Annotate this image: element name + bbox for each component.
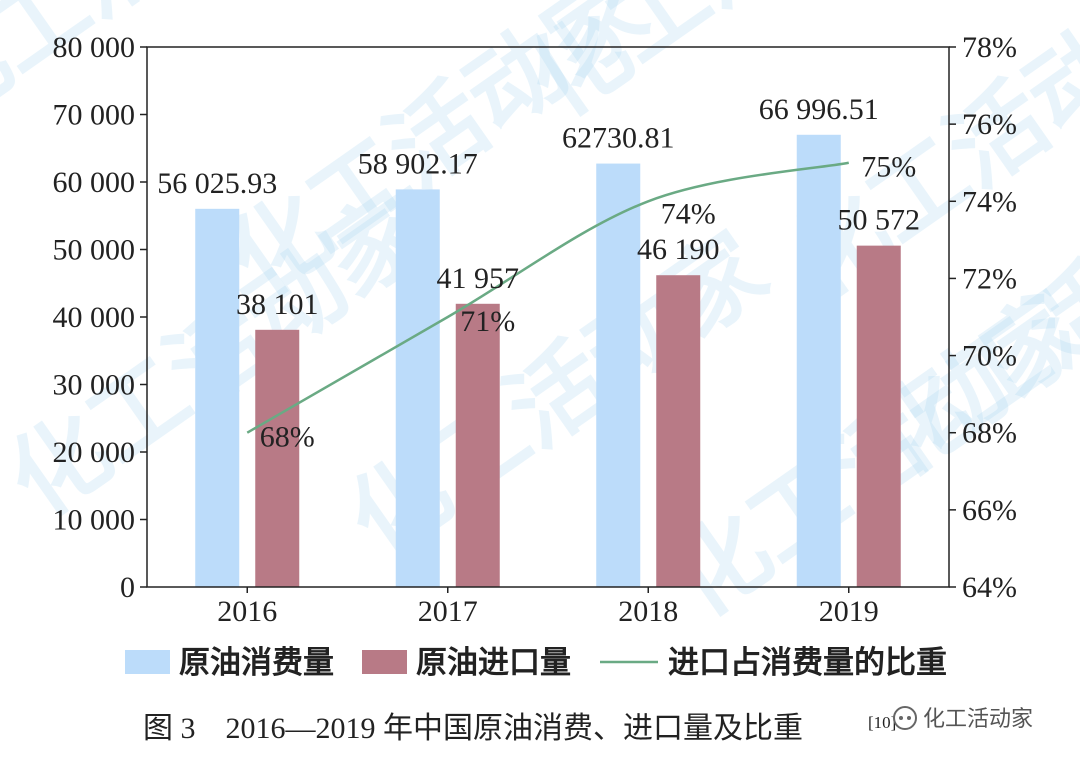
y-left-tick-label: 0	[120, 571, 135, 604]
y-right-tick-label: 78%	[962, 31, 1017, 64]
x-tick-label: 2018	[618, 595, 678, 628]
bar-import	[857, 246, 901, 587]
data-label: 38 101	[236, 288, 319, 321]
y-right-tick-label: 64%	[962, 571, 1017, 604]
line-label: 75%	[861, 151, 916, 184]
figure-caption: 图 3 2016—2019 年中国原油消费、进口量及比重	[143, 712, 803, 745]
line-label: 74%	[661, 197, 716, 230]
line-label: 71%	[460, 305, 515, 338]
data-label: 50 572	[838, 204, 921, 237]
y-left-tick-label: 50 000	[53, 234, 136, 267]
bar-consumption	[195, 209, 239, 587]
y-left-tick-label: 60 000	[53, 166, 136, 199]
legend-swatch	[125, 650, 170, 674]
watermark-text: 化工活动家	[509, 0, 966, 139]
x-tick-label: 2019	[819, 595, 879, 628]
bar-import	[656, 275, 700, 587]
y-right-tick-label: 72%	[962, 262, 1017, 295]
line-label: 68%	[260, 421, 315, 454]
y-right-tick-label: 66%	[962, 494, 1017, 527]
legend-swatch	[362, 650, 407, 674]
data-label: 56 025.93	[157, 167, 277, 200]
watermark-logo-text: 化工活动家	[923, 707, 1033, 732]
data-label: 66 996.51	[759, 93, 879, 126]
y-right-tick-label: 74%	[962, 185, 1017, 218]
caption-reference: [10]	[868, 713, 896, 732]
data-label: 58 902.17	[358, 147, 478, 180]
bar-consumption	[596, 164, 640, 587]
bar-import	[456, 304, 500, 587]
y-left-tick-label: 10 000	[53, 504, 136, 537]
watermark-logo: 化工活动家	[894, 707, 1033, 732]
legend-label: 原油进口量	[416, 645, 571, 681]
x-tick-label: 2016	[217, 595, 277, 628]
legend-label: 原油消费量	[179, 645, 334, 681]
y-left-tick-label: 20 000	[53, 436, 136, 469]
data-label: 41 957	[437, 262, 520, 295]
y-right-tick-label: 70%	[962, 340, 1017, 373]
legend-label: 进口占消费量的比重	[668, 645, 947, 681]
y-left-tick-label: 70 000	[53, 99, 136, 132]
data-label: 62730.81	[562, 122, 675, 155]
bar-consumption	[797, 135, 841, 587]
y-left-tick-label: 40 000	[53, 301, 136, 334]
x-tick-label: 2017	[418, 595, 478, 628]
data-label: 46 190	[637, 233, 720, 266]
y-left-tick-label: 80 000	[53, 31, 136, 64]
bar-consumption	[396, 189, 440, 587]
bar-import	[255, 330, 299, 587]
y-right-tick-label: 76%	[962, 108, 1017, 141]
watermark-layer: 化工活动家化工活动家化工活动家化工活动家化工活动家化工活动家化工活动家化工活动家	[0, 0, 1080, 639]
legend: 原油消费量 原油进口量 进口占消费量的比重	[125, 645, 947, 681]
y-left-tick-label: 30 000	[53, 369, 136, 402]
y-right-tick-label: 68%	[962, 417, 1017, 450]
